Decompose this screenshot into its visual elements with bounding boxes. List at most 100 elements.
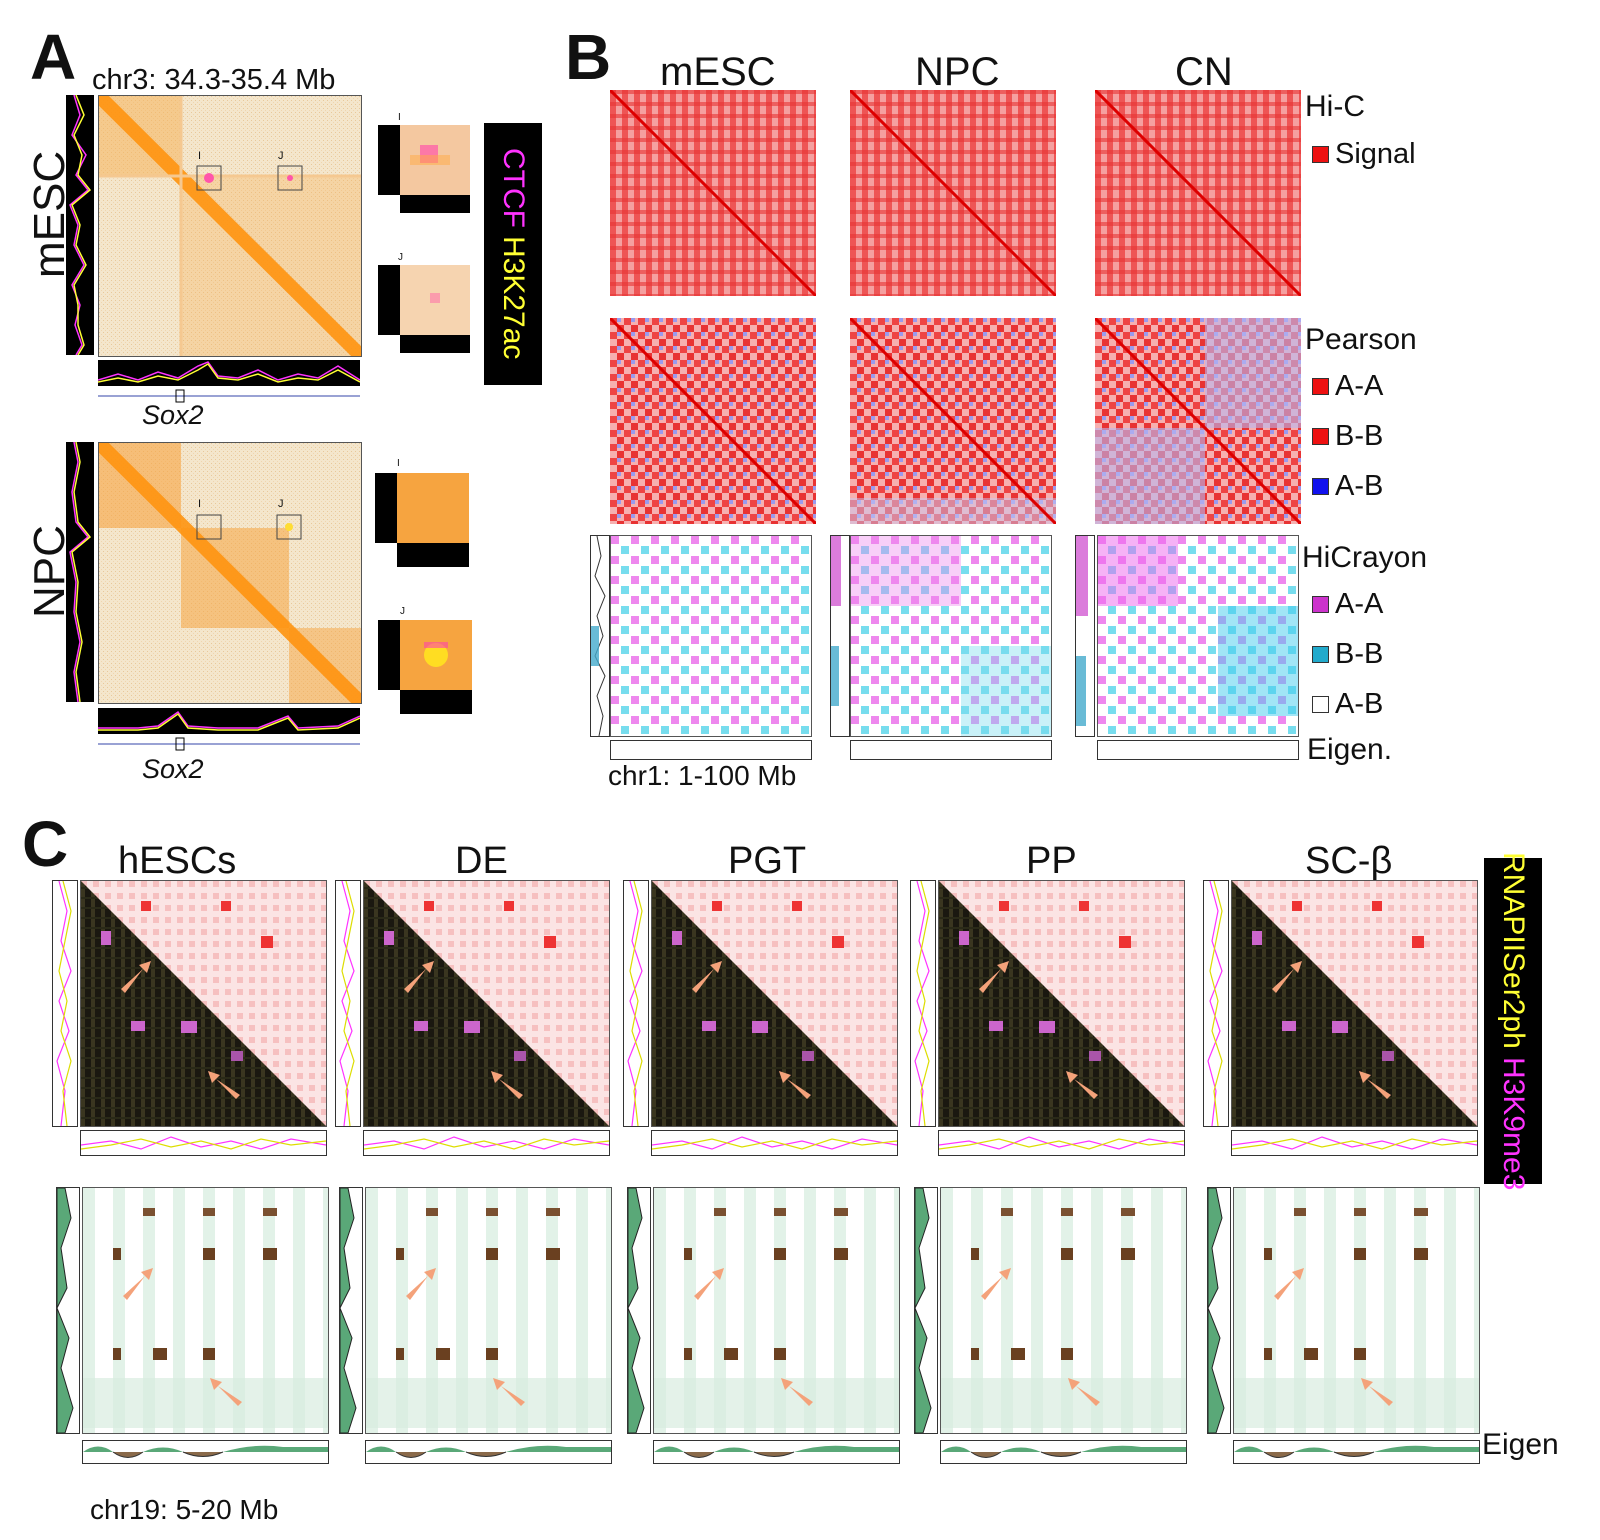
panel-c-letter: C <box>22 808 69 880</box>
panel-a-mesc-inset-i <box>400 125 470 195</box>
panel-b-crayon-mesc-bottom-track <box>610 740 812 760</box>
panel-b-hic-mesc <box>610 90 816 296</box>
panel-c-pp-top-left-track <box>910 880 936 1127</box>
panel-b-crayon-cn <box>1097 535 1299 737</box>
panel-c-pgt-top-heatmap <box>651 880 898 1127</box>
panel-c-hescs-top-left-track <box>52 880 78 1127</box>
panel-b-legend-hicrayon-title: HiCrayon <box>1302 541 1428 574</box>
panel-b-crayon-cn-bottom-track <box>1097 740 1299 760</box>
panel-a-npc-inset-j-left <box>378 620 400 690</box>
panel-c-region-label: chr19: 5-20 Mb <box>90 1494 279 1525</box>
panel-b-legend-pearson-bb: B-B <box>1312 420 1383 453</box>
panel-a-mesc-inset-i-label: I <box>398 112 401 123</box>
panel-a-npc-gene-track <box>98 736 360 752</box>
panel-a-mesc-inset-j-bottom <box>400 335 470 353</box>
panel-a-mesc-box-i-label: I <box>198 150 202 162</box>
panel-c-scb-bottom-eigen-track <box>1233 1440 1480 1464</box>
panel-a-mesc-bottom-track <box>98 360 360 386</box>
panel-c-pp-bottom-left-track <box>914 1187 938 1434</box>
panel-a-npc-gene-label: Sox2 <box>142 754 204 784</box>
panel-c-de-bottom-left-track <box>339 1187 363 1434</box>
panel-b-hic-npc <box>850 90 1056 296</box>
panel-a-letter: A <box>30 21 77 93</box>
panel-c-col-pgt: PGT <box>728 840 807 882</box>
panel-a-npc-inset-i-label: I <box>397 458 400 469</box>
panel-a-npc-inset-j <box>400 620 472 690</box>
panel-a-npc-left-track <box>66 442 94 702</box>
panel-a-mesc-gene-track <box>98 388 360 404</box>
panel-b-legend-signal: Signal <box>1312 138 1416 171</box>
panel-c-pp-top-bottom-track <box>938 1130 1185 1156</box>
panel-c-scb-bottom-heatmap <box>1233 1187 1480 1434</box>
panel-c-legend-rnap: RNAPIISer2ph <box>1497 851 1530 1049</box>
panel-b-legend-crayon-aa: A-A <box>1312 588 1383 621</box>
panel-a-npc-inset-j-label: J <box>400 606 405 617</box>
panel-c-pgt-bottom-left-track <box>627 1187 651 1434</box>
panel-b-legend-crayon-bb: B-B <box>1312 638 1383 671</box>
panel-a-mesc-inset-j-label: J <box>398 252 403 263</box>
panel-b-col-npc: NPC <box>915 50 1000 94</box>
panel-a-npc-bottom-track <box>98 708 360 734</box>
panel-c-pp-bottom-heatmap <box>940 1187 1187 1434</box>
panel-b-col-mesc: mESC <box>660 50 776 94</box>
panel-c-de-top-heatmap <box>363 880 610 1127</box>
panel-c-scb-top-heatmap <box>1231 880 1478 1127</box>
panel-a-mesc-inset-j <box>400 265 470 335</box>
panel-b-pearson-cn <box>1095 318 1301 524</box>
panel-b-legend-crayon-ab: A-B <box>1312 688 1383 721</box>
panel-c-de-bottom-eigen-track <box>365 1440 612 1464</box>
panel-a-npc-inset-j-bottom <box>400 690 472 714</box>
panel-b-letter: B <box>565 21 612 93</box>
panel-c-col-scb: SC-β <box>1305 840 1393 882</box>
panel-a-mesc-left-track <box>66 95 94 355</box>
panel-a-npc-inset-i-bottom <box>397 543 469 567</box>
panel-c-col-pp: PP <box>1026 840 1077 882</box>
panel-a-legend-ctcf: CTCF <box>497 148 530 229</box>
panel-b-legend-pearson-aa: A-A <box>1312 370 1383 403</box>
panel-c-de-bottom-heatmap <box>365 1187 612 1434</box>
panel-b-pearson-npc <box>850 318 1056 524</box>
panel-c-de-top-left-track <box>335 880 361 1127</box>
panel-a-mesc-gene-label: Sox2 <box>142 400 204 430</box>
panel-a-npc-heatmap <box>98 442 362 704</box>
panel-a-mesc-box-i <box>196 165 222 191</box>
panel-a-region-label: chr3: 34.3-35.4 Mb <box>92 64 336 96</box>
panel-b-region-label: chr1: 1-100 Mb <box>608 760 797 791</box>
panel-a-npc-inset-i <box>397 473 469 543</box>
panel-c-hescs-bottom-left-track <box>56 1187 80 1434</box>
panel-c-pp-top-heatmap <box>938 880 1185 1127</box>
panel-b-crayon-cn-left-track <box>1075 535 1095 737</box>
panel-b-col-cn: CN <box>1175 50 1233 94</box>
panel-c-scb-top-left-track <box>1203 880 1229 1127</box>
panel-a-mesc-inset-i-left <box>378 125 400 195</box>
panel-b-hic-cn <box>1095 90 1301 296</box>
panel-b-legend-hic-title: Hi-C <box>1305 90 1365 123</box>
panel-b-crayon-npc <box>850 535 1052 737</box>
panel-a-mesc-inset-i-bottom <box>400 195 470 213</box>
panel-b-crayon-npc-left-track <box>830 535 850 737</box>
panel-c-de-top-bottom-track <box>363 1130 610 1156</box>
panel-a-mesc-box-j-label: J <box>278 150 284 162</box>
panel-c-pgt-top-left-track <box>623 880 649 1127</box>
panel-c-pp-bottom-eigen-track <box>940 1440 1187 1464</box>
panel-c-hescs-top-bottom-track <box>80 1130 327 1156</box>
panel-c-hescs-top-heatmap <box>80 880 327 1127</box>
panel-c-scb-top-bottom-track <box>1231 1130 1478 1156</box>
panel-b-pearson-mesc <box>610 318 816 524</box>
panel-b-legend-pearson-title: Pearson <box>1305 323 1417 356</box>
panel-c-scb-bottom-left-track <box>1207 1187 1231 1434</box>
panel-c-pgt-bottom-eigen-track <box>653 1440 900 1464</box>
panel-c-col-hescs: hESCs <box>118 840 237 882</box>
panel-b-legend-pearson-ab: A-B <box>1312 470 1383 503</box>
panel-b-crayon-mesc <box>610 535 812 737</box>
panel-a-legend: CTCF H3K27ac <box>484 123 542 385</box>
panel-a-npc-box-j-label: J <box>278 498 284 510</box>
panel-a-npc-box-i-label: I <box>198 498 202 510</box>
panel-b-crayon-mesc-left-track <box>590 535 610 737</box>
panel-c-eigen-label: Eigen <box>1482 1428 1559 1461</box>
panel-a-mesc-heatmap <box>98 95 362 357</box>
panel-c-hescs-bottom-eigen-track <box>82 1440 329 1464</box>
panel-c-legend: RNAPIISer2ph H3K9me3 <box>1484 852 1542 1190</box>
panel-c-col-de: DE <box>455 840 508 882</box>
panel-c-legend-h3k9: H3K9me3 <box>1497 1056 1530 1191</box>
